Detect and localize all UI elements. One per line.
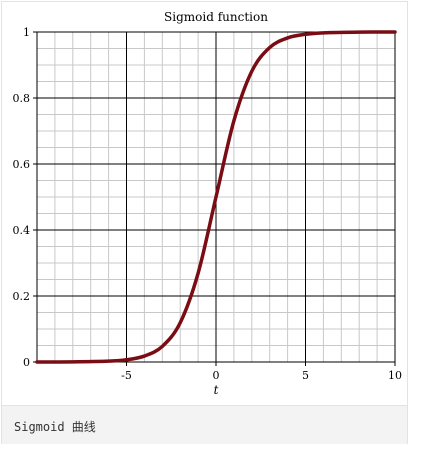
y-tick-label: 0	[23, 356, 30, 369]
y-tick-label: 0.8	[13, 92, 31, 105]
y-tick-label: 0.6	[13, 158, 31, 171]
axis-ticks: -5 0 5 10 0 0.2 0.4 0.6 0.8 1	[13, 26, 403, 382]
x-tick-label: 0	[213, 369, 220, 382]
chart-title: Sigmoid function	[164, 10, 268, 24]
y-tick-label: 1	[23, 26, 30, 39]
series-line	[35, 30, 397, 364]
figure-caption: Sigmoid 曲线	[14, 420, 96, 434]
caption-bar: Sigmoid 曲线	[2, 405, 407, 444]
x-tick-label: 10	[388, 369, 402, 382]
x-tick-label: 5	[302, 369, 309, 382]
figure-frame	[1, 1, 408, 444]
y-tick-label: 0.4	[13, 224, 31, 237]
y-tick-label: 0.2	[13, 290, 31, 303]
x-tick-label: -5	[121, 369, 132, 382]
x-axis-label: t	[214, 383, 219, 397]
